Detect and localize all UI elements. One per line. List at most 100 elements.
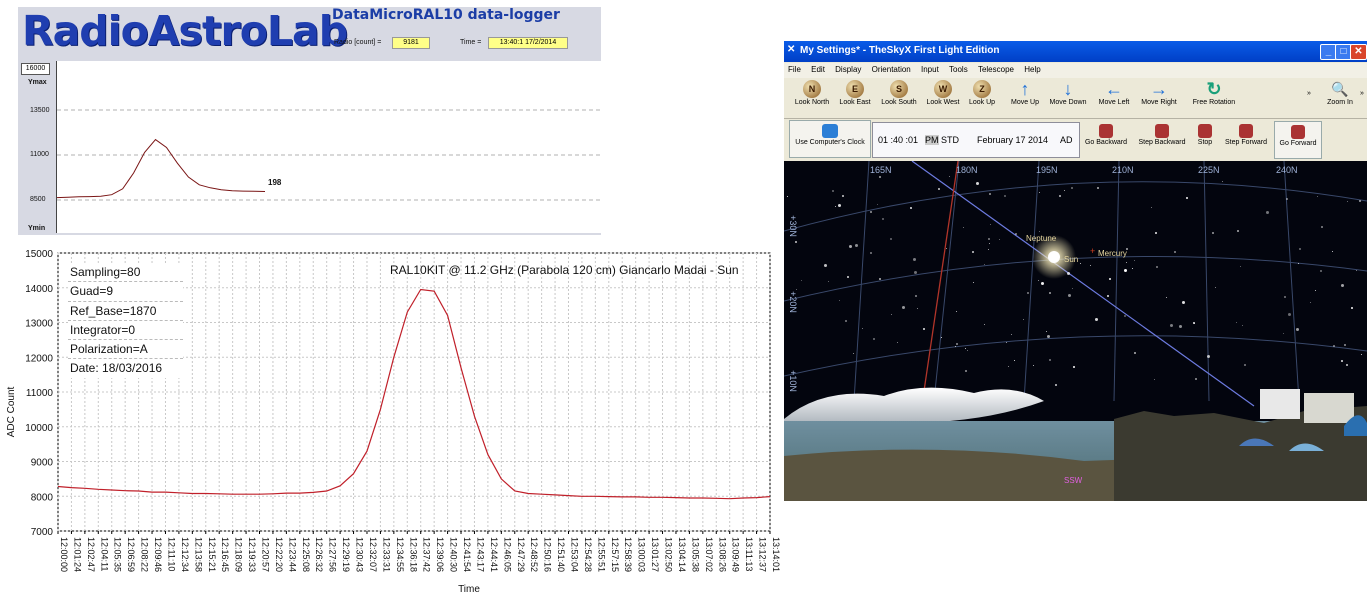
x-tick-label: 12:57:15 bbox=[610, 537, 620, 572]
x-tick-label: 12:34:55 bbox=[395, 537, 405, 572]
sun-label[interactable]: Sun bbox=[1064, 255, 1079, 264]
star bbox=[1095, 318, 1098, 321]
stop-button[interactable]: Stop bbox=[1192, 121, 1218, 157]
x-tick-label: 12:51:40 bbox=[556, 537, 566, 572]
y-tick-label: 8000 bbox=[31, 492, 54, 503]
star bbox=[1341, 360, 1343, 362]
star bbox=[1237, 230, 1239, 232]
star bbox=[1023, 319, 1024, 320]
maximize-button[interactable]: □ bbox=[1335, 44, 1352, 60]
star bbox=[910, 207, 912, 209]
star bbox=[1195, 378, 1197, 380]
star bbox=[1266, 211, 1269, 214]
menu-tools[interactable]: Tools bbox=[949, 65, 968, 74]
x-tick-label: 12:08:22 bbox=[140, 537, 150, 572]
logger-trace bbox=[56, 138, 266, 199]
sky-chart-view[interactable]: + 165N 180N 195N 210N 225N 240N +30N +20… bbox=[784, 161, 1367, 501]
look-south-button[interactable]: S Look South bbox=[878, 80, 920, 116]
star bbox=[1344, 344, 1346, 346]
menu-edit[interactable]: Edit bbox=[811, 65, 825, 74]
x-tick-label: 13:14:01 bbox=[771, 537, 780, 572]
star bbox=[1299, 248, 1301, 250]
date-time-display[interactable]: 01 :40 :01 PM STD February 17 2014 AD bbox=[872, 122, 1080, 158]
star bbox=[879, 278, 881, 280]
zoom-in-button[interactable]: 🔍 Zoom In bbox=[1322, 80, 1358, 116]
y-axis-label: ADC Count bbox=[6, 386, 17, 437]
y-tick-label: 11000 bbox=[30, 151, 49, 158]
toolbar-overflow-button-2[interactable]: » bbox=[1360, 90, 1364, 97]
menu-display[interactable]: Display bbox=[835, 65, 862, 74]
neptune-label[interactable]: Neptune bbox=[1026, 234, 1057, 243]
close-button[interactable]: ✕ bbox=[1350, 44, 1367, 60]
x-tick-label: 12:13:58 bbox=[193, 537, 203, 572]
star bbox=[989, 243, 990, 244]
clock-date: February 17 2014 bbox=[977, 135, 1049, 145]
mercury-label[interactable]: Mercury bbox=[1098, 249, 1127, 258]
star bbox=[1071, 187, 1073, 189]
x-tick-label: 12:09:46 bbox=[153, 537, 163, 572]
radioastrolab-logo: RadioAstroLab bbox=[22, 7, 348, 55]
star bbox=[1047, 335, 1050, 338]
star bbox=[1361, 354, 1362, 355]
menu-input[interactable]: Input bbox=[921, 65, 939, 74]
star bbox=[1207, 355, 1210, 358]
x-tick-label: 12:18:09 bbox=[234, 537, 244, 572]
star bbox=[1064, 190, 1065, 191]
star bbox=[1341, 284, 1344, 287]
step-forward-button[interactable]: Step Forward bbox=[1222, 121, 1270, 157]
go-forward-button[interactable]: Go Forward bbox=[1274, 121, 1322, 159]
menu-orientation[interactable]: Orientation bbox=[871, 65, 911, 74]
menu-file[interactable]: File bbox=[788, 65, 801, 74]
star bbox=[1126, 262, 1127, 263]
step-back-icon bbox=[1155, 124, 1169, 138]
free-rotation-button[interactable]: ↻ Free Rotation bbox=[1188, 80, 1240, 116]
move-up-button[interactable]: ↑ Move Up bbox=[1006, 80, 1044, 116]
star bbox=[855, 244, 858, 247]
star bbox=[1033, 365, 1034, 366]
move-left-button[interactable]: ← Move Left bbox=[1094, 80, 1134, 116]
button-label: Step Backward bbox=[1138, 139, 1186, 146]
star bbox=[1132, 268, 1133, 269]
x-tick-label: 12:23:44 bbox=[287, 537, 297, 572]
azimuth-label: 180N bbox=[956, 165, 978, 175]
star bbox=[1315, 290, 1316, 291]
window-titlebar[interactable]: ✕ My Settings* - TheSkyX First Light Edi… bbox=[784, 41, 1367, 62]
move-down-button[interactable]: ↓ Move Down bbox=[1047, 80, 1089, 116]
move-right-button[interactable]: → Move Right bbox=[1137, 80, 1181, 116]
star bbox=[1166, 297, 1167, 298]
star bbox=[967, 350, 968, 351]
x-tick-label: 12:25:08 bbox=[301, 537, 311, 572]
look-east-button[interactable]: E Look East bbox=[836, 80, 874, 116]
x-tick-label: 13:11:13 bbox=[744, 537, 754, 571]
star bbox=[1155, 232, 1157, 234]
x-tick-label: 12:11:10 bbox=[166, 537, 176, 571]
star bbox=[1134, 352, 1136, 354]
x-tick-label: 12:36:18 bbox=[408, 537, 418, 572]
star bbox=[845, 320, 847, 322]
look-north-button[interactable]: N Look North bbox=[790, 80, 834, 116]
star bbox=[879, 176, 881, 178]
go-backward-button[interactable]: Go Backward bbox=[1082, 121, 1130, 157]
toolbar-overflow-button[interactable]: » bbox=[1307, 90, 1311, 97]
x-tick-label: 12:39:06 bbox=[435, 537, 445, 572]
use-computer-clock-button[interactable]: Use Computer's Clock bbox=[789, 120, 871, 158]
y-tick-label: 14000 bbox=[25, 284, 53, 295]
menu-help[interactable]: Help bbox=[1024, 65, 1041, 74]
star bbox=[949, 176, 950, 177]
look-west-button[interactable]: W Look West bbox=[923, 80, 963, 116]
star bbox=[963, 227, 964, 228]
datalogger-panel: RadioAstroLab DataMicroRAL10 data-logger… bbox=[18, 7, 602, 235]
star bbox=[838, 204, 841, 207]
star bbox=[976, 182, 979, 185]
menu-telescope[interactable]: Telescope bbox=[977, 65, 1014, 74]
ymax-input[interactable]: 16000 bbox=[21, 63, 50, 75]
star bbox=[1288, 313, 1291, 316]
look-up-button[interactable]: Z Look Up bbox=[966, 80, 998, 116]
clock-zone: STD bbox=[941, 135, 959, 145]
star bbox=[870, 211, 872, 213]
altitude-label: +30N bbox=[787, 215, 798, 237]
step-backward-button[interactable]: Step Backward bbox=[1136, 121, 1188, 157]
star bbox=[1182, 301, 1185, 304]
y-tick-label: 7000 bbox=[31, 527, 54, 538]
x-tick-label: 12:50:16 bbox=[543, 537, 553, 572]
